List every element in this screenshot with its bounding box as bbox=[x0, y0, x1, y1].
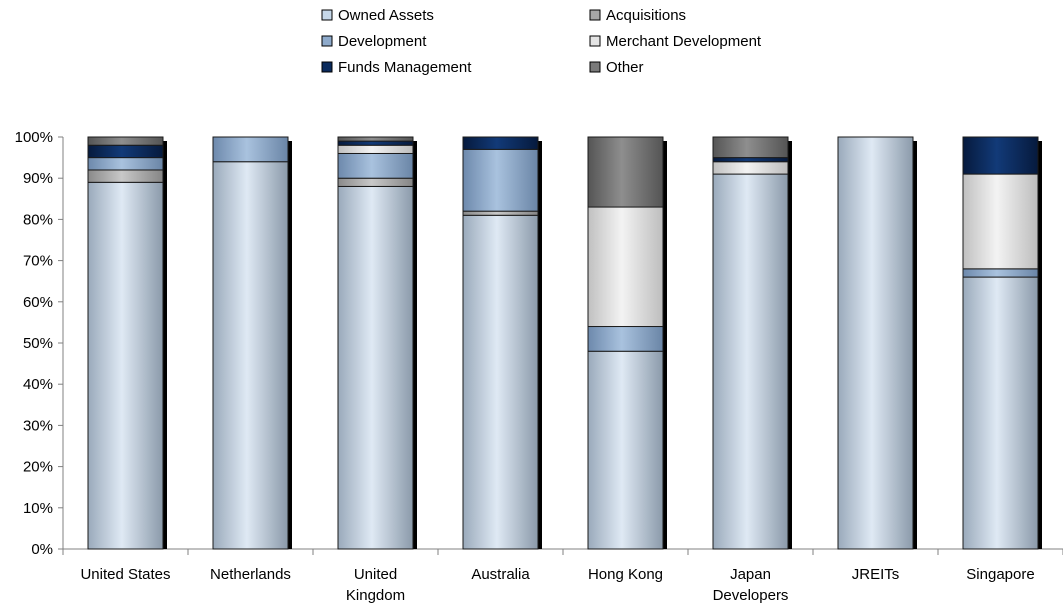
bar-segment-other bbox=[587, 136, 664, 208]
bar-segment-merchant-development bbox=[962, 173, 1039, 270]
axes: 0% 10% 20% 30% 40% 50% 60% 70% 80% 90% 100% United … bbox=[15, 129, 1063, 604]
bar-segment-acquisitions bbox=[87, 169, 164, 183]
y-tick-label: 80% bbox=[23, 211, 53, 228]
bar-shadow bbox=[413, 141, 417, 549]
x-tick-label-australia: Australia bbox=[471, 566, 530, 583]
legend-label-other: Other bbox=[606, 59, 644, 76]
bar-stack-netherlands bbox=[212, 136, 292, 550]
bar-segment-owned-assets bbox=[587, 350, 664, 550]
legend-swatch-development bbox=[321, 35, 333, 47]
bar-shadow bbox=[788, 141, 792, 549]
legend-label-funds-management: Funds Management bbox=[338, 59, 472, 76]
legend-swatch-funds-management bbox=[321, 61, 333, 73]
y-tick-label: 40% bbox=[23, 376, 53, 393]
bar-stack-australia bbox=[462, 136, 542, 550]
bar-segment-funds-management bbox=[462, 136, 539, 150]
legend-swatch-merchant-development bbox=[589, 35, 601, 47]
legend-item-acquisitions: Acquisitions bbox=[589, 7, 686, 24]
bar-shadow bbox=[538, 141, 542, 549]
x-tick-label-singapore: Singapore bbox=[966, 566, 1034, 583]
bar-shadow bbox=[1038, 141, 1042, 549]
bar-stack-united-states bbox=[87, 136, 167, 550]
x-tick-label-netherlands: Netherlands bbox=[210, 566, 291, 583]
bar-segment-funds-management bbox=[337, 140, 414, 146]
bar-segment-development bbox=[462, 148, 539, 212]
bar-segment-merchant-development bbox=[587, 206, 664, 328]
x-tick-label-jreits: JREITs bbox=[852, 566, 900, 583]
bar-stack-singapore bbox=[962, 136, 1042, 550]
bar-segment-owned-assets bbox=[337, 185, 414, 550]
bar-segment-other bbox=[712, 136, 789, 159]
y-tick-label: 10% bbox=[23, 500, 53, 517]
y-tick-label: 70% bbox=[23, 253, 53, 270]
y-tick-label: 0% bbox=[31, 541, 53, 558]
bar-shadow bbox=[163, 141, 167, 549]
y-tick-label: 30% bbox=[23, 417, 53, 434]
bar-segment-other bbox=[87, 136, 164, 146]
bar-segment-development bbox=[587, 326, 664, 352]
x-tick-label-japan-developers: Japan Developers bbox=[713, 566, 789, 604]
legend-swatch-acquisitions bbox=[589, 9, 601, 21]
legend-item-owned-assets: Owned Assets bbox=[321, 7, 434, 24]
bar-shadow bbox=[663, 141, 667, 549]
legend-swatch-other bbox=[589, 61, 601, 73]
bar-segment-owned-assets bbox=[837, 136, 914, 550]
legend-label-owned-assets: Owned Assets bbox=[338, 7, 434, 24]
bar-segment-owned-assets bbox=[87, 181, 164, 550]
bar-segment-merchant-development bbox=[337, 144, 414, 154]
legend-item-development: Development bbox=[321, 33, 427, 50]
legend-label-development: Development bbox=[338, 33, 427, 50]
legend-label-acquisitions: Acquisitions bbox=[606, 7, 686, 24]
legend-label-merchant-development: Merchant Development bbox=[606, 33, 762, 50]
bar-segment-owned-assets bbox=[712, 173, 789, 550]
y-tick-label: 50% bbox=[23, 335, 53, 352]
legend: Owned Assets Acquisitions Development Merch… bbox=[321, 7, 762, 76]
legend-item-funds-management: Funds Management bbox=[321, 59, 472, 76]
x-tick-label-united-kingdom: United Kingdom bbox=[346, 566, 405, 604]
bar-stack-jreits bbox=[837, 136, 917, 550]
y-tick-label: 90% bbox=[23, 170, 53, 187]
y-tick-label: 60% bbox=[23, 294, 53, 311]
bar-stack-hong-kong bbox=[587, 136, 667, 550]
bar-segment-funds-management bbox=[87, 144, 164, 159]
bar-segment-merchant-development bbox=[712, 161, 789, 175]
y-tick-label: 100% bbox=[15, 129, 53, 146]
x-tick-label-hong-kong: Hong Kong bbox=[588, 566, 663, 583]
bar-segment-owned-assets bbox=[462, 214, 539, 550]
bar-segment-development bbox=[962, 268, 1039, 278]
bar-shadow bbox=[288, 141, 292, 549]
bar-segment-funds-management bbox=[962, 136, 1039, 175]
bar-segment-development bbox=[87, 157, 164, 171]
bar-segment-owned-assets bbox=[962, 276, 1039, 550]
bar-segment-development bbox=[337, 152, 414, 179]
bar-segment-acquisitions bbox=[337, 177, 414, 187]
x-tick-label-united-states: United States bbox=[80, 566, 170, 583]
bar-shadow bbox=[913, 141, 917, 549]
bar-segment-funds-management bbox=[712, 157, 789, 163]
bar-stack-japan-developers bbox=[712, 136, 792, 550]
legend-item-merchant-development: Merchant Development bbox=[589, 33, 762, 50]
legend-item-other: Other bbox=[589, 59, 644, 76]
bar-stack-united-kingdom bbox=[337, 136, 417, 550]
bars bbox=[87, 136, 1042, 550]
bar-segment-acquisitions bbox=[462, 210, 539, 216]
y-tick-label: 20% bbox=[23, 459, 53, 476]
legend-swatch-owned-assets bbox=[321, 9, 333, 21]
bar-segment-development bbox=[212, 136, 289, 163]
bar-segment-other bbox=[337, 136, 414, 142]
bar-segment-owned-assets bbox=[212, 161, 289, 550]
